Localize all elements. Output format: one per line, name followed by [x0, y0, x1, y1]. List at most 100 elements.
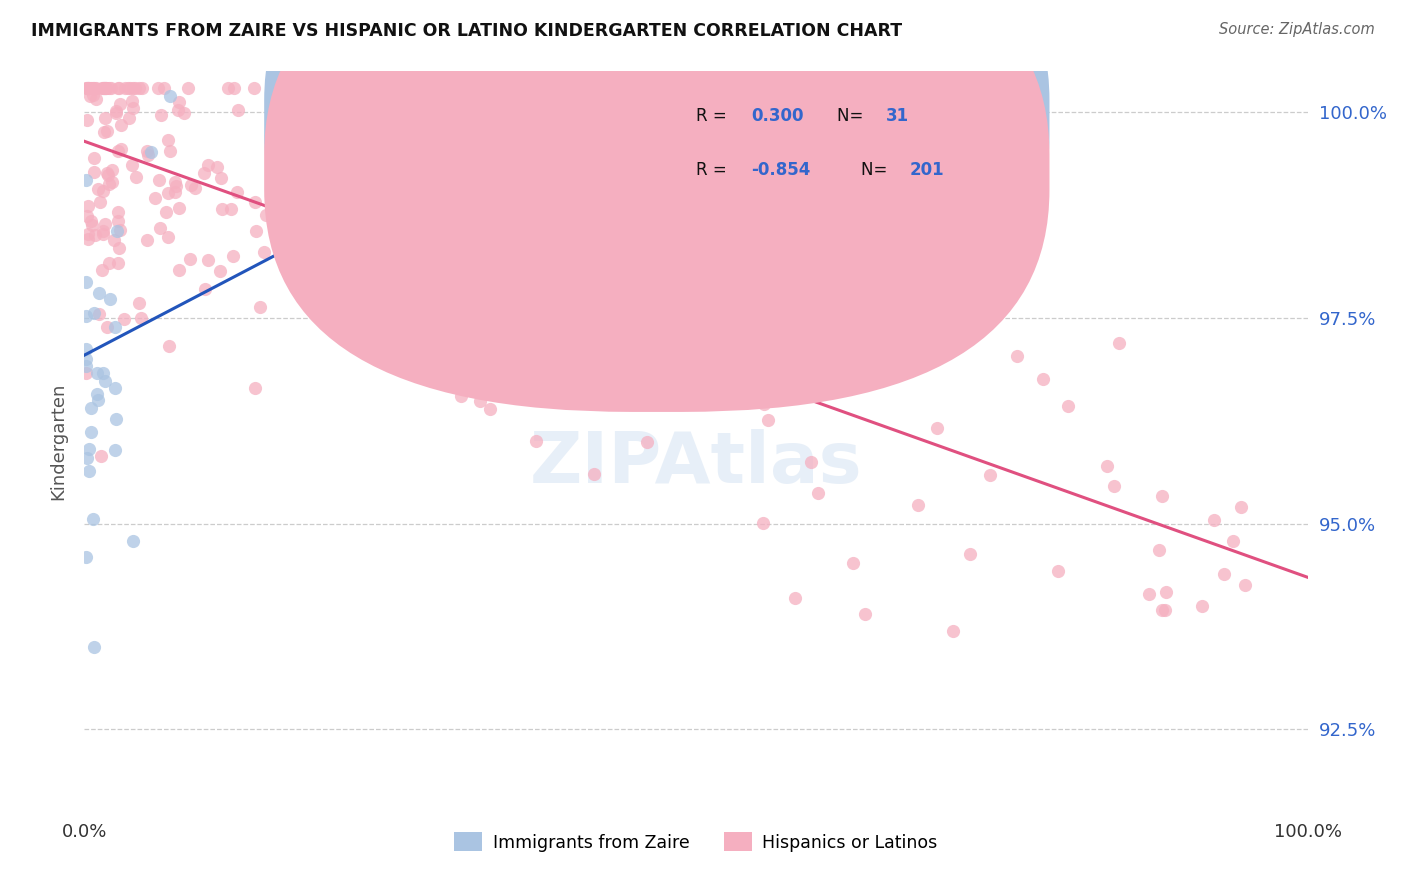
Point — [1191, 599, 1213, 614]
Point — [219, 202, 242, 217]
Point — [76, 80, 98, 95]
Point — [249, 300, 271, 314]
Point — [758, 413, 780, 427]
Text: IMMIGRANTS FROM ZAIRE VS HISPANIC OR LATINO KINDERGARTEN CORRELATION CHART: IMMIGRANTS FROM ZAIRE VS HISPANIC OR LAT… — [31, 22, 903, 40]
Point — [167, 103, 190, 118]
Point — [927, 271, 949, 285]
Point — [77, 442, 100, 456]
Point — [150, 108, 173, 122]
Point — [91, 227, 114, 241]
Point — [530, 258, 553, 272]
Point — [84, 80, 107, 95]
Text: R =: R = — [696, 161, 733, 178]
Point — [110, 223, 132, 237]
Point — [93, 366, 115, 380]
Point — [97, 168, 120, 182]
Point — [75, 549, 97, 564]
Point — [159, 144, 181, 158]
Point — [643, 299, 665, 313]
Point — [94, 80, 117, 95]
Point — [90, 263, 112, 277]
Point — [208, 264, 231, 278]
Point — [492, 210, 515, 224]
Point — [197, 158, 219, 172]
Point — [524, 202, 547, 216]
Point — [104, 320, 127, 334]
Point — [128, 296, 150, 310]
Point — [1032, 372, 1054, 386]
Y-axis label: Kindergarten: Kindergarten — [49, 383, 67, 500]
Point — [84, 91, 107, 105]
Point — [86, 366, 108, 380]
Point — [387, 208, 409, 222]
Text: 31: 31 — [886, 107, 908, 125]
Point — [959, 547, 981, 561]
Text: -0.854: -0.854 — [751, 161, 810, 178]
Point — [128, 80, 150, 95]
Point — [180, 178, 202, 192]
Legend: Immigrants from Zaire, Hispanics or Latinos: Immigrants from Zaire, Hispanics or Lati… — [447, 825, 945, 859]
Point — [91, 80, 114, 95]
Point — [179, 252, 201, 266]
Point — [1229, 500, 1251, 515]
Text: 0.300: 0.300 — [751, 107, 803, 125]
Point — [82, 80, 104, 95]
Point — [725, 265, 748, 279]
Point — [510, 384, 533, 398]
Text: N=: N= — [860, 161, 893, 178]
Point — [93, 125, 115, 139]
Point — [1102, 478, 1125, 492]
Text: R =: R = — [696, 107, 733, 125]
Point — [82, 512, 104, 526]
Point — [98, 292, 121, 306]
Point — [1147, 543, 1170, 558]
Point — [105, 106, 128, 120]
Point — [159, 339, 181, 353]
Point — [800, 455, 823, 469]
Point — [146, 80, 169, 95]
Point — [76, 112, 98, 127]
Point — [654, 269, 676, 284]
Point — [222, 80, 245, 95]
Point — [104, 103, 127, 118]
Point — [1202, 513, 1225, 527]
Point — [107, 205, 129, 219]
Point — [194, 282, 217, 296]
Point — [96, 124, 118, 138]
Point — [96, 165, 118, 179]
Point — [80, 213, 103, 227]
Point — [121, 94, 143, 108]
Point — [75, 309, 97, 323]
Point — [226, 103, 249, 118]
Point — [193, 166, 215, 180]
Point — [243, 381, 266, 395]
Point — [1137, 587, 1160, 601]
Point — [1150, 603, 1173, 617]
Point — [1233, 578, 1256, 592]
Point — [83, 306, 105, 320]
Point — [76, 209, 98, 223]
Point — [94, 80, 117, 95]
Point — [842, 556, 865, 570]
Point — [77, 80, 100, 95]
Point — [1108, 336, 1130, 351]
Point — [105, 412, 128, 426]
Point — [108, 241, 131, 255]
Point — [90, 450, 112, 464]
Text: N=: N= — [837, 107, 869, 125]
Point — [807, 486, 830, 500]
Point — [297, 85, 319, 99]
Point — [177, 80, 200, 95]
Point — [1046, 565, 1069, 579]
Point — [97, 80, 120, 95]
Point — [79, 88, 101, 103]
Point — [135, 233, 157, 247]
Point — [167, 95, 190, 109]
Point — [75, 366, 97, 380]
Point — [211, 202, 233, 216]
Point — [751, 516, 773, 530]
Point — [89, 285, 111, 300]
Point — [124, 80, 146, 95]
Point — [405, 351, 427, 365]
Point — [117, 111, 139, 125]
